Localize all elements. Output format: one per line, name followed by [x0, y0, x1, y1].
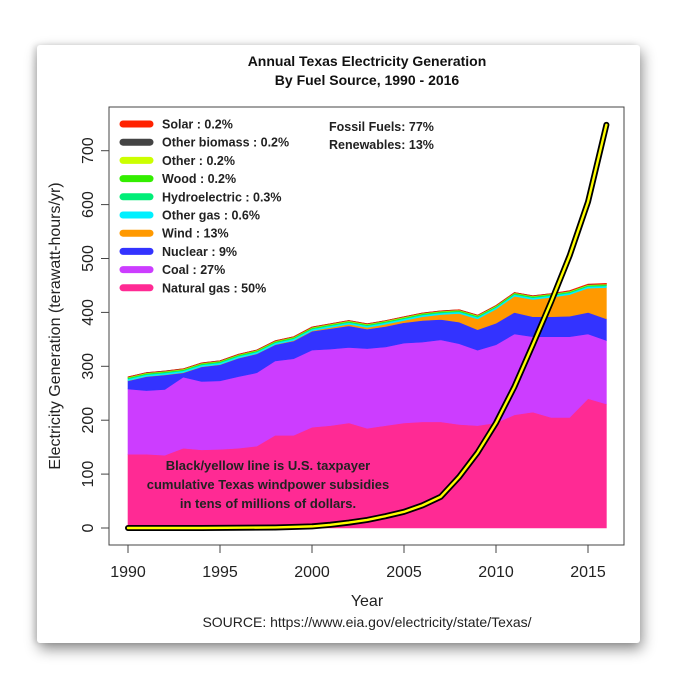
- chart-title: Annual Texas Electricity Generation: [248, 53, 487, 69]
- legend-label-other: Other : 0.2%: [162, 154, 235, 168]
- plot-frame: [108, 106, 625, 546]
- source-note: SOURCE: https://www.eia.gov/electricity/…: [202, 614, 531, 630]
- y-tick-label-100: 100: [80, 461, 97, 488]
- x-tick-label-2005: 2005: [386, 564, 422, 581]
- legend-item-other-biomass: Other biomass : 0.2%: [119, 136, 289, 150]
- chart-subtitle: By Fuel Source, 1990 - 2016: [275, 72, 460, 88]
- legend: Solar : 0.2% Other biomass : 0.2% Other : …: [119, 118, 289, 295]
- legend-item-wind: Wind : 13%: [119, 227, 229, 241]
- legend-item-hydroelectric: Hydroelectric : 0.3%: [119, 190, 282, 204]
- legend-label-natural-gas: Natural gas : 50%: [162, 281, 266, 295]
- legend-label-coal: Coal : 27%: [162, 263, 225, 277]
- annotation-line-3: in tens of millions of dollars.: [180, 496, 356, 511]
- stacked-areas: [127, 282, 607, 529]
- y-axis-label: Electricity Generation (terawatt-hours/y…: [47, 182, 64, 469]
- y-axis: 0 100 200 300 400 500 600 700: [80, 137, 109, 532]
- y-tick-label-300: 300: [80, 353, 97, 380]
- x-tick-label-2015: 2015: [570, 564, 606, 581]
- x-tick-label-2010: 2010: [478, 564, 514, 581]
- x-axis: 1990 1995 2000 2005 2010 2015: [110, 545, 606, 581]
- y-tick-label-700: 700: [80, 137, 97, 164]
- y-tick-label-200: 200: [80, 407, 97, 434]
- legend-label-hydroelectric: Hydroelectric : 0.3%: [162, 190, 282, 204]
- annotation-line-2: cumulative Texas windpower subsidies: [147, 477, 390, 492]
- area-solar: [127, 282, 607, 378]
- legend-item-other-gas: Other gas : 0.6%: [119, 209, 260, 223]
- legend-item-solar: Solar : 0.2%: [119, 118, 233, 132]
- subsidy-line: [126, 123, 608, 530]
- legend-label-wind: Wind : 13%: [162, 227, 229, 241]
- legend-item-other: Other : 0.2%: [119, 154, 235, 168]
- x-tick-label-1995: 1995: [202, 564, 238, 581]
- summary-renewables: Renewables: 13%: [329, 138, 434, 152]
- annotation-line-1: Black/yellow line is U.S. taxpayer: [166, 458, 370, 473]
- y-tick-label-400: 400: [80, 299, 97, 326]
- legend-item-coal: Coal : 27%: [119, 263, 225, 277]
- subsidy-line-group: [125, 121, 610, 531]
- summary-fossil: Fossil Fuels: 77%: [329, 120, 434, 134]
- legend-label-wood: Wood : 0.2%: [162, 172, 236, 186]
- y-tick-label-0: 0: [80, 523, 97, 532]
- legend-item-natural-gas: Natural gas : 50%: [119, 281, 266, 295]
- x-axis-label: Year: [351, 593, 384, 610]
- legend-label-other-biomass: Other biomass : 0.2%: [162, 136, 289, 150]
- legend-label-solar: Solar : 0.2%: [162, 118, 233, 132]
- x-tick-label-2000: 2000: [294, 564, 330, 581]
- y-tick-label-600: 600: [80, 191, 97, 218]
- legend-item-nuclear: Nuclear : 9%: [119, 245, 237, 259]
- x-tick-label-1990: 1990: [110, 564, 146, 581]
- legend-label-nuclear: Nuclear : 9%: [162, 245, 237, 259]
- legend-label-other-gas: Other gas : 0.6%: [162, 209, 260, 223]
- y-tick-label-500: 500: [80, 245, 97, 272]
- legend-item-wood: Wood : 0.2%: [119, 172, 236, 186]
